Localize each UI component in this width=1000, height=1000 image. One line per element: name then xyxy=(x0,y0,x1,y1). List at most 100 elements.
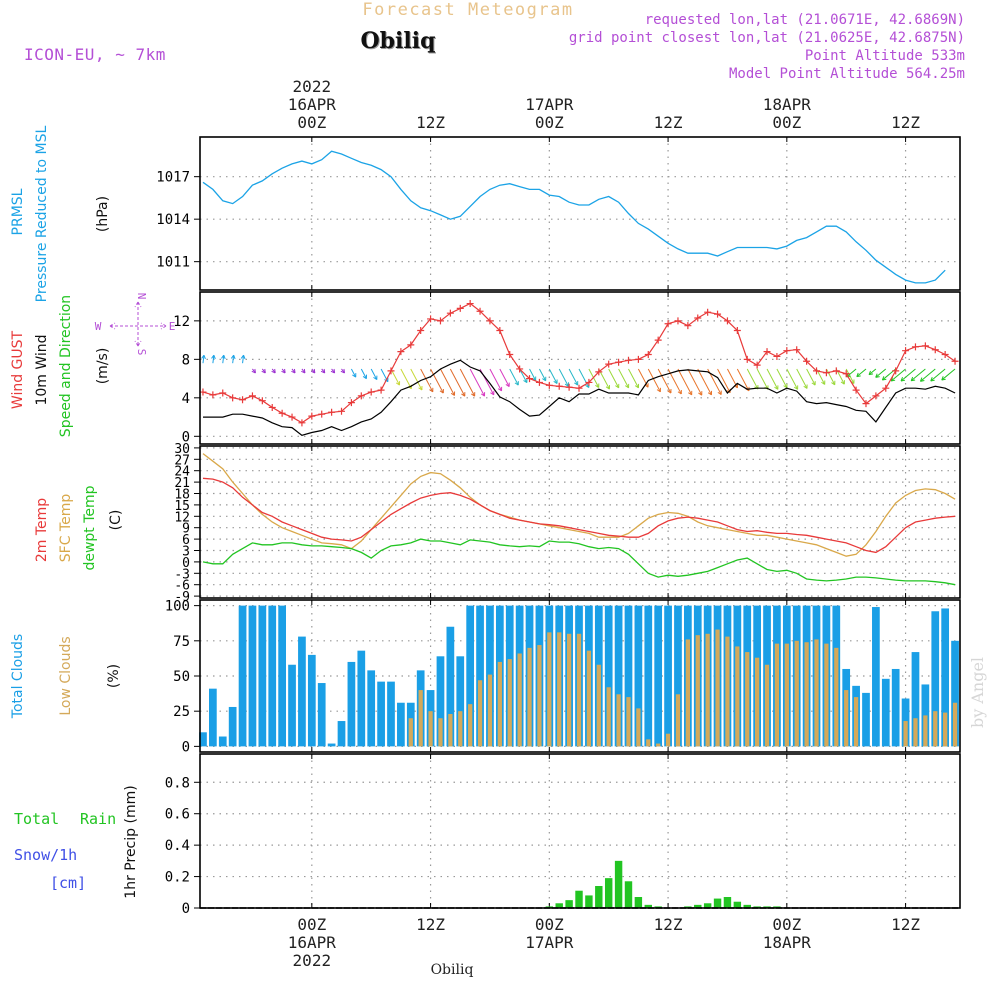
y-tick-label: 0 xyxy=(182,739,190,755)
wind-gust-marker xyxy=(347,399,355,407)
low-cloud-bar xyxy=(428,711,433,747)
wind-gust-marker xyxy=(694,314,702,322)
temp-unit-label: (C) xyxy=(108,510,124,531)
wind-arrow xyxy=(618,368,630,389)
wind-arrow xyxy=(717,368,731,393)
wind-arrow-head xyxy=(856,372,861,378)
wind-gust-marker xyxy=(456,304,464,312)
wind-arrow-head xyxy=(450,391,456,396)
low-cloud-bar xyxy=(586,650,592,747)
wind-gust-marker xyxy=(298,419,306,427)
time-label: 12Z xyxy=(891,113,920,132)
wind-gust-marker xyxy=(674,317,682,325)
time-label: 17APR xyxy=(525,95,574,114)
y-tick-label: 8 xyxy=(182,352,190,368)
wind-gust-marker xyxy=(219,389,227,397)
wind-gust-marker xyxy=(644,351,652,359)
y-tick-label: 0.8 xyxy=(165,775,190,791)
wind-arrow-head xyxy=(707,390,713,396)
total-cloud-bar xyxy=(931,611,940,747)
wind-arrow xyxy=(568,368,579,386)
wind-gust-marker xyxy=(486,317,494,325)
wind-arrow-head xyxy=(831,380,836,386)
low-cloud-bar xyxy=(834,647,839,747)
pressure-plot-area xyxy=(200,137,960,290)
wind-arrow-head xyxy=(803,384,808,389)
wind-arrow-head xyxy=(240,354,246,360)
low-cloud-bar xyxy=(715,629,720,747)
wind-speed-direction-label: Speed and Direction xyxy=(58,295,74,437)
time-label: 18APR xyxy=(763,95,812,114)
wind-arrow xyxy=(776,368,788,389)
precip-axis-label: 1hr Precip (mm) xyxy=(123,785,139,898)
wind-arrow-head xyxy=(667,389,672,394)
low-cloud-bar xyxy=(923,715,928,747)
low-cloud-bar xyxy=(458,711,463,747)
location-title: Obiliq xyxy=(360,28,435,54)
wind-arrow xyxy=(900,368,916,382)
wind-arrow-head xyxy=(688,390,693,396)
wind-gust-marker xyxy=(516,365,524,373)
wind-arrow-head xyxy=(291,368,296,374)
compass-east: E xyxy=(169,320,176,333)
wind-gust-marker xyxy=(803,357,811,365)
rain-bar xyxy=(713,898,722,908)
total-cloud-bar xyxy=(218,736,227,747)
y-tick-label: 1014 xyxy=(156,212,190,228)
low-cloud-bar xyxy=(656,743,661,747)
total-cloud-bar xyxy=(248,605,257,747)
low-cloud-bar xyxy=(507,659,512,747)
wind-gust-marker xyxy=(634,355,642,363)
pressure-panel: 1011 1014 1017 xyxy=(156,136,961,291)
wind-arrow-head xyxy=(301,368,306,374)
low-cloud-bar xyxy=(685,639,690,747)
wind-gust-marker xyxy=(397,348,405,356)
y-tick-label: 25 xyxy=(173,704,190,720)
total-cloud-bar xyxy=(881,678,890,747)
wind-gust-marker xyxy=(902,347,910,355)
total-clouds-label: Total Clouds xyxy=(10,634,26,719)
time-label: 2022 xyxy=(293,951,332,970)
wind-gust-marker xyxy=(624,356,632,364)
wind-arrow-head xyxy=(418,385,423,391)
rain-bar xyxy=(595,886,603,908)
y-tick-label: 6 xyxy=(182,533,190,548)
temp2m-line xyxy=(202,477,956,554)
y-tick-label: -3 xyxy=(174,567,190,582)
wind-arrow-head xyxy=(881,376,887,381)
wind-arrow xyxy=(930,368,946,382)
wind-arrow-head xyxy=(615,383,620,389)
wind-arrow xyxy=(212,355,215,364)
wind-gust-marker xyxy=(417,326,425,334)
snow-label: Snow/1h xyxy=(14,846,77,864)
precip-panel-frame xyxy=(199,753,961,909)
wind-arrow-head xyxy=(211,354,216,360)
wind-arrow xyxy=(242,355,245,364)
wind-arrow-head xyxy=(310,368,316,374)
time-label: 12Z xyxy=(416,113,445,132)
total-cloud-bar xyxy=(604,605,613,747)
wind-arrow xyxy=(360,368,367,379)
total-cloud-bar xyxy=(941,608,950,747)
wind-arrow xyxy=(846,368,857,378)
wind-arrow-head xyxy=(930,377,935,382)
cloud-panel: 0 25 50 75 100 xyxy=(165,599,961,755)
wind-arrow xyxy=(806,368,816,386)
total-cloud-bar xyxy=(476,605,484,747)
wind-gust-marker xyxy=(793,346,801,354)
total-cloud-bar xyxy=(268,605,277,747)
cloud-panel-labels: Total Clouds Low Clouds (%) xyxy=(10,634,122,719)
wind-gust-marker xyxy=(239,396,247,404)
total-cloud-bar xyxy=(664,605,672,747)
low-cloud-bar xyxy=(725,636,730,747)
low-cloud-bar xyxy=(547,632,552,747)
y-tick-label: 27 xyxy=(174,453,190,468)
wind-arrow-head xyxy=(811,381,816,386)
y-tick-label: 12 xyxy=(174,510,190,525)
wind-gust-marker xyxy=(407,341,415,349)
wind-gust-marker xyxy=(427,315,435,323)
product-title: Forecast Meteogram xyxy=(362,0,573,20)
low-cloud-bar xyxy=(477,680,483,747)
